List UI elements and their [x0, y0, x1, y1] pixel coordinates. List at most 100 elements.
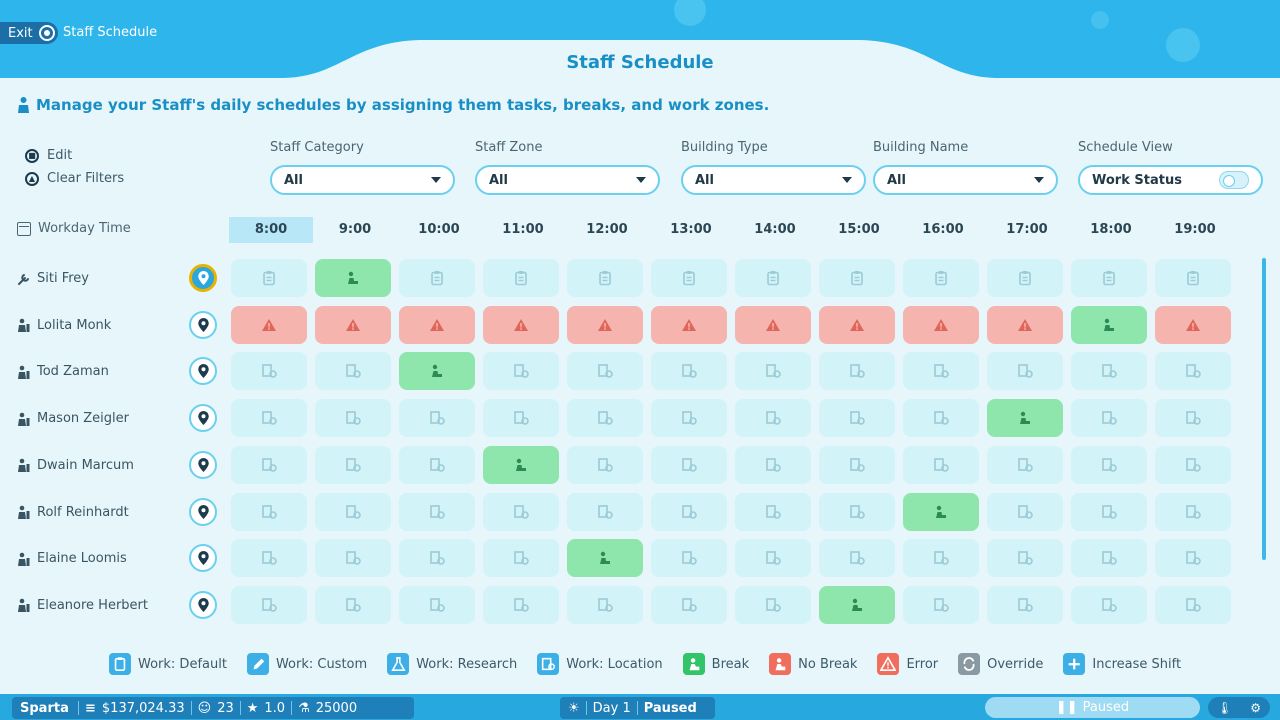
staff-name-row[interactable]: Elaine Loomis — [17, 551, 127, 566]
schedule-cell-location[interactable] — [1071, 585, 1147, 624]
schedule-cell-default[interactable] — [735, 259, 811, 297]
schedule-cell-break[interactable] — [315, 259, 391, 297]
schedule-cell-location[interactable] — [231, 492, 307, 531]
schedule-cell-default[interactable] — [1155, 259, 1231, 297]
schedule-cell-location[interactable] — [1155, 352, 1231, 391]
schedule-cell-location[interactable] — [651, 399, 727, 438]
schedule-cell-location[interactable] — [1071, 492, 1147, 531]
schedule-cell-location[interactable] — [483, 352, 559, 391]
schedule-cell-error[interactable] — [231, 305, 307, 344]
schedule-cell-location[interactable] — [567, 585, 643, 624]
schedule-cell-location[interactable] — [315, 539, 391, 578]
schedule-cell-location[interactable] — [399, 585, 475, 624]
schedule-cell-location[interactable] — [399, 445, 475, 484]
schedule-cell-break[interactable] — [987, 399, 1063, 438]
schedule-cell-location[interactable] — [231, 585, 307, 624]
staff-name-row[interactable]: Rolf Reinhardt — [17, 505, 129, 520]
schedule-cell-default[interactable] — [819, 259, 895, 297]
location-pin-button[interactable] — [189, 590, 217, 619]
schedule-cell-location[interactable] — [483, 492, 559, 531]
schedule-view-toggle[interactable]: Work Status — [1078, 165, 1263, 195]
staff-zone-select[interactable]: All — [475, 165, 660, 195]
schedule-cell-default[interactable] — [399, 259, 475, 297]
staff-name-row[interactable]: Mason Zeigler — [17, 411, 129, 426]
exit-button[interactable]: Exit — [0, 22, 58, 44]
schedule-cell-break[interactable] — [819, 585, 895, 624]
schedule-cell-location[interactable] — [651, 492, 727, 531]
schedule-cell-location[interactable] — [1155, 492, 1231, 531]
schedule-cell-break[interactable] — [567, 539, 643, 578]
schedule-cell-location[interactable] — [567, 352, 643, 391]
schedule-cell-location[interactable] — [1155, 585, 1231, 624]
scrollbar[interactable] — [1262, 258, 1266, 560]
schedule-cell-default[interactable] — [483, 259, 559, 297]
schedule-cell-location[interactable] — [315, 445, 391, 484]
schedule-cell-default[interactable] — [1071, 259, 1147, 297]
schedule-cell-error[interactable] — [651, 305, 727, 344]
schedule-cell-default[interactable] — [567, 259, 643, 297]
schedule-cell-default[interactable] — [231, 259, 307, 297]
schedule-cell-break[interactable] — [483, 445, 559, 484]
schedule-cell-break[interactable] — [399, 352, 475, 391]
schedule-cell-location[interactable] — [903, 352, 979, 391]
schedule-cell-location[interactable] — [231, 445, 307, 484]
schedule-cell-location[interactable] — [819, 539, 895, 578]
schedule-cell-location[interactable] — [651, 445, 727, 484]
location-pin-button[interactable] — [189, 357, 217, 386]
schedule-cell-error[interactable] — [819, 305, 895, 344]
schedule-cell-location[interactable] — [987, 352, 1063, 391]
schedule-cell-location[interactable] — [483, 539, 559, 578]
schedule-cell-location[interactable] — [1071, 399, 1147, 438]
schedule-cell-location[interactable] — [819, 399, 895, 438]
schedule-cell-location[interactable] — [315, 585, 391, 624]
schedule-cell-location[interactable] — [735, 539, 811, 578]
schedule-cell-location[interactable] — [567, 445, 643, 484]
schedule-cell-location[interactable] — [1155, 539, 1231, 578]
schedule-cell-error[interactable] — [315, 305, 391, 344]
schedule-cell-location[interactable] — [1155, 399, 1231, 438]
schedule-cell-location[interactable] — [903, 539, 979, 578]
schedule-cell-error[interactable] — [735, 305, 811, 344]
staff-name-row[interactable]: Siti Frey — [17, 271, 89, 286]
schedule-cell-break[interactable] — [903, 492, 979, 531]
schedule-cell-location[interactable] — [1155, 445, 1231, 484]
schedule-cell-error[interactable] — [987, 305, 1063, 344]
schedule-cell-error[interactable] — [399, 305, 475, 344]
schedule-cell-location[interactable] — [987, 585, 1063, 624]
schedule-cell-location[interactable] — [819, 352, 895, 391]
location-pin-button[interactable] — [189, 450, 217, 479]
schedule-cell-location[interactable] — [819, 445, 895, 484]
schedule-cell-location[interactable] — [651, 352, 727, 391]
schedule-cell-location[interactable] — [987, 492, 1063, 531]
location-pin-button[interactable] — [189, 310, 217, 339]
clear-filters-control[interactable]: ▲ Clear Filters — [25, 171, 124, 186]
schedule-cell-location[interactable] — [735, 352, 811, 391]
schedule-cell-location[interactable] — [735, 585, 811, 624]
schedule-cell-location[interactable] — [903, 399, 979, 438]
edit-control[interactable]: ■ Edit — [25, 148, 72, 163]
schedule-cell-location[interactable] — [987, 445, 1063, 484]
schedule-cell-location[interactable] — [399, 492, 475, 531]
schedule-cell-location[interactable] — [483, 585, 559, 624]
gear-icon[interactable]: ⚙ — [1250, 700, 1261, 715]
schedule-cell-location[interactable] — [903, 445, 979, 484]
schedule-cell-error[interactable] — [483, 305, 559, 344]
schedule-cell-break[interactable] — [1071, 305, 1147, 344]
staff-name-row[interactable]: Eleanore Herbert — [17, 598, 148, 613]
schedule-cell-default[interactable] — [903, 259, 979, 297]
schedule-cell-location[interactable] — [735, 445, 811, 484]
building-type-select[interactable]: All — [681, 165, 866, 195]
staff-name-row[interactable]: Dwain Marcum — [17, 458, 134, 473]
staff-category-select[interactable]: All — [270, 165, 455, 195]
schedule-cell-location[interactable] — [399, 539, 475, 578]
schedule-cell-location[interactable] — [231, 539, 307, 578]
thermometer-icon[interactable]: 🌡︎ — [1217, 700, 1233, 715]
speed-control[interactable]: ❚❚ Paused — [985, 697, 1200, 718]
location-pin-button[interactable] — [189, 497, 217, 526]
location-pin-button[interactable] — [189, 544, 217, 573]
schedule-cell-location[interactable] — [315, 399, 391, 438]
building-name-select[interactable]: All — [873, 165, 1058, 195]
schedule-cell-location[interactable] — [819, 492, 895, 531]
schedule-cell-location[interactable] — [1071, 352, 1147, 391]
schedule-cell-location[interactable] — [735, 399, 811, 438]
